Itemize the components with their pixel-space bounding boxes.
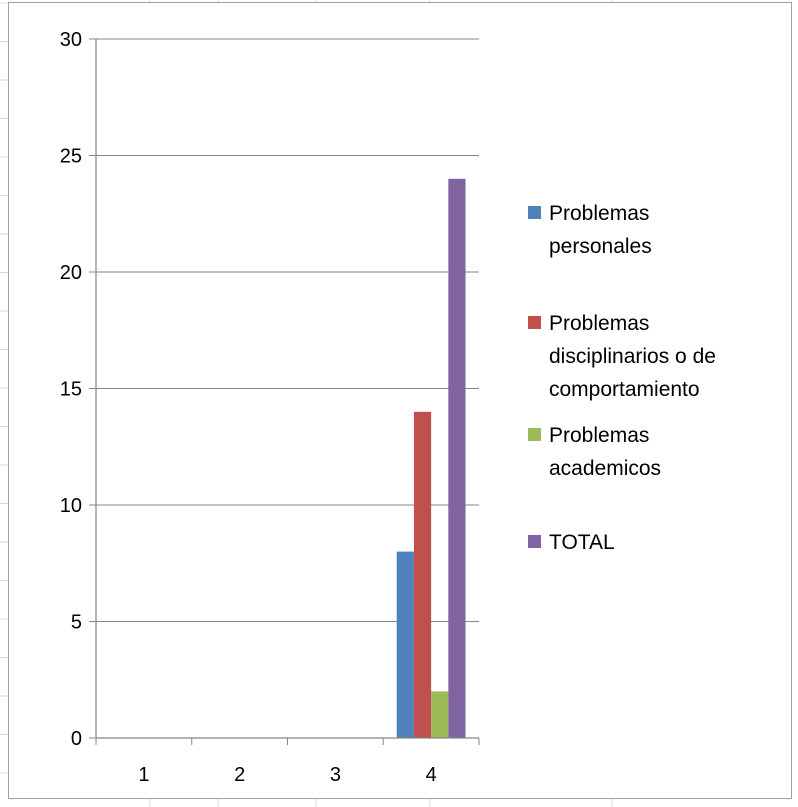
- bars: [396, 178, 466, 739]
- axes: [95, 39, 480, 745]
- y-tick-label: 20: [60, 262, 82, 284]
- legend-item[interactable]: Problemas academicos: [528, 424, 661, 480]
- y-tick-label: 30: [60, 29, 82, 51]
- y-tick-label: 15: [60, 379, 82, 401]
- y-tick-label: 0: [71, 728, 82, 750]
- x-axis-tick-labels: 1 2 3 4: [138, 764, 436, 786]
- y-tick-label: 5: [71, 612, 82, 634]
- x-tick-label: 1: [138, 764, 149, 786]
- x-tick-label: 2: [234, 764, 245, 786]
- legend-label: disciplinarios o de: [549, 345, 716, 368]
- legend-label: comportamiento: [549, 378, 700, 401]
- legend-swatch: [528, 316, 541, 329]
- legend-label: academicos: [549, 457, 661, 480]
- legend-label: personales: [549, 235, 652, 258]
- y-tick-label: 10: [60, 495, 82, 517]
- bar: [396, 551, 414, 738]
- gridlines: [89, 38, 479, 739]
- legend-swatch: [528, 535, 541, 548]
- legend-item[interactable]: Problemas personales: [528, 202, 652, 258]
- legend-label: TOTAL: [549, 531, 615, 554]
- y-tick-label: 25: [60, 146, 82, 168]
- legend-label: Problemas: [549, 202, 649, 225]
- legend-item[interactable]: TOTAL: [528, 531, 615, 554]
- bar: [431, 691, 449, 738]
- bar: [448, 178, 466, 739]
- legend-swatch: [528, 206, 541, 219]
- legend-label: Problemas: [549, 424, 649, 447]
- x-tick-label: 3: [330, 764, 341, 786]
- x-tick-label: 4: [426, 764, 437, 786]
- y-axis-tick-labels: 0 5 10 15 20 25 30: [60, 29, 82, 750]
- legend-item[interactable]: Problemas disciplinarios o de comportamien…: [528, 312, 716, 401]
- legend[interactable]: Problemas personales Problemas disciplinari…: [528, 202, 716, 554]
- bar: [413, 411, 432, 738]
- legend-label: Problemas: [549, 312, 649, 335]
- legend-swatch: [528, 428, 541, 441]
